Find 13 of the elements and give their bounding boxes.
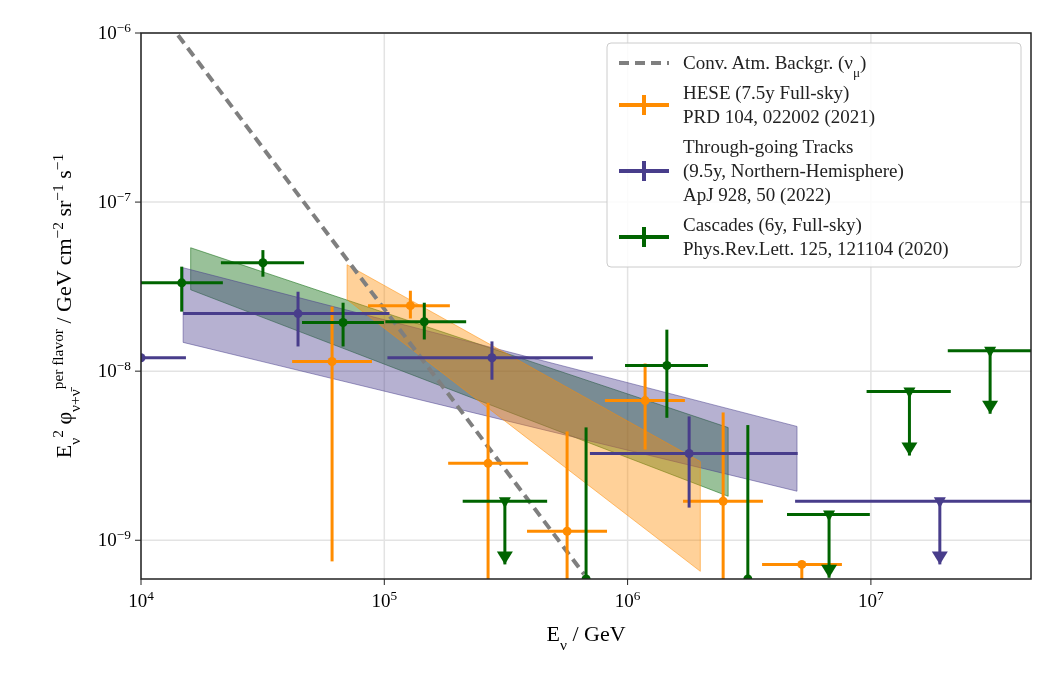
x-tick-label: 10$^{4}$: [128, 587, 155, 611]
legend-label: HESE (7.5y Full-sky) PRD 104, 022002 (2021): [683, 82, 876, 128]
legend-label: Through-going Tracks (9.5y, Northern-Hemisphere) ApJ 928, 50 (2022): [683, 136, 904, 206]
x-tick-label: 10$^{7}$: [858, 587, 885, 611]
y-tick-label: 10$^{−8}$: [97, 357, 132, 382]
y-tick-label: 10$^{−9}$: [97, 526, 132, 551]
legend-label: Cascades (6y, Full-sky) Phys.Rev.Lett. 125, 121104 (2020): [683, 214, 949, 260]
y-tick-label: 10$^{−6}$: [97, 19, 132, 43]
x-tick-label: 10$^{5}$: [371, 587, 398, 611]
y-tick-label: 10$^{−7}$: [97, 188, 132, 213]
x-axis-title: E$_{ν}$ / GeV: [546, 621, 626, 653]
legend-label: Conv. Atm. Backgr. (ν$_{μ}$): [683, 52, 867, 80]
x-tick-label: 10$^{6}$: [614, 587, 641, 611]
